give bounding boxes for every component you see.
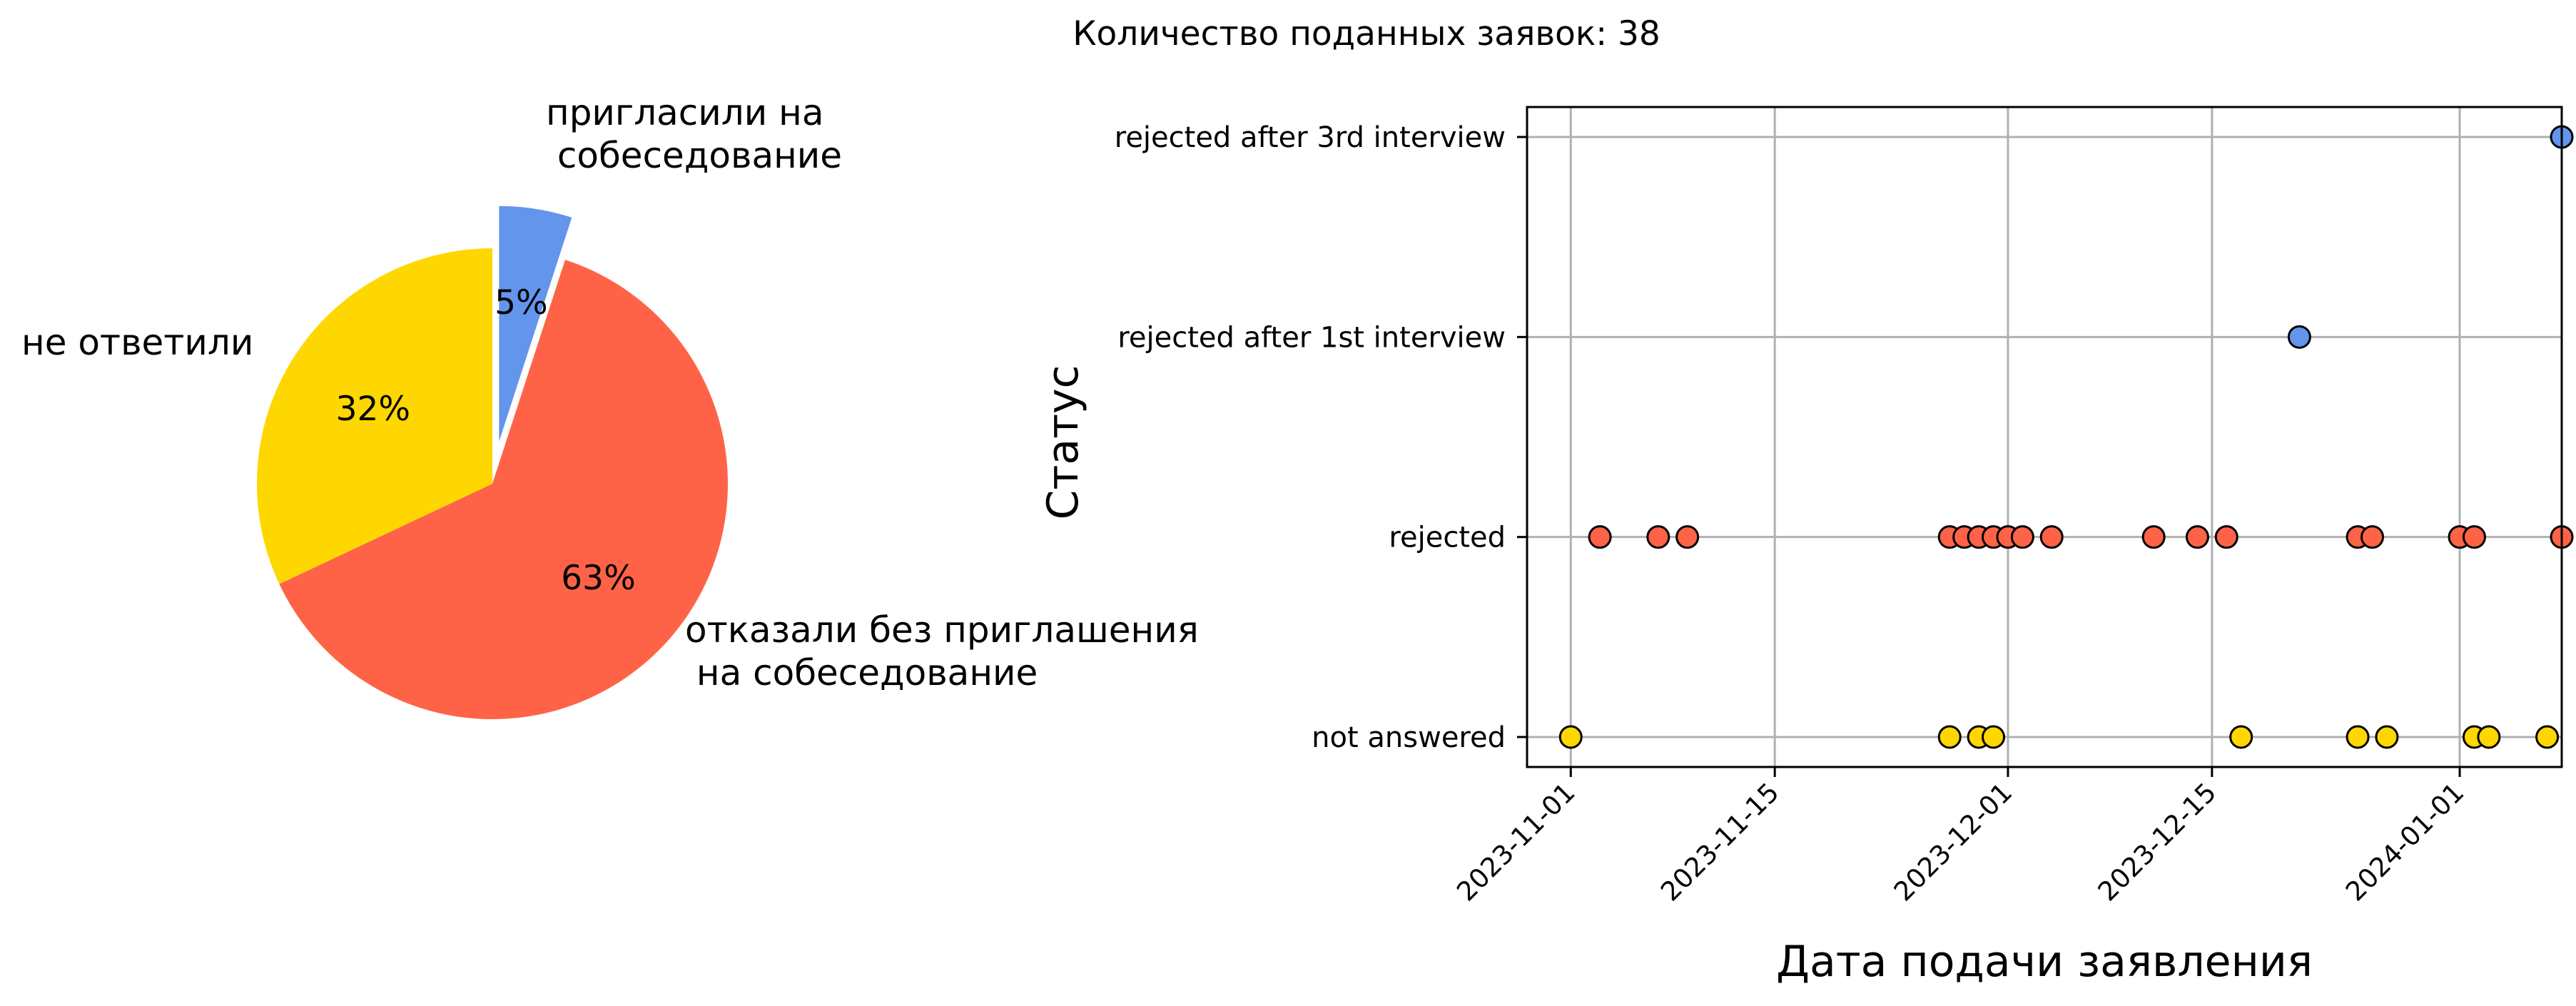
scatter-point — [2462, 525, 2486, 549]
pie-category-label: пригласили на собеседование — [546, 92, 842, 176]
pie-slice — [279, 260, 729, 719]
pie-chart: 5% пригласили на собеседование 63% отказали… — [21, 92, 1199, 719]
scatter-point — [2229, 725, 2253, 749]
plot-frame — [1526, 106, 2563, 768]
scatter-point — [2375, 725, 2399, 749]
scatter-point — [1982, 725, 2006, 749]
pie-percent-label: 63% — [561, 559, 635, 598]
pie-slice — [499, 205, 572, 442]
scatter-point — [2010, 525, 2034, 549]
scatter-point — [1646, 525, 1670, 549]
pie-percent-label: 32% — [336, 390, 410, 429]
scatter-point — [1675, 525, 1700, 549]
scatter-point — [2535, 725, 2560, 749]
x-axis-label: Дата подачи заявления — [1776, 937, 2313, 987]
pie-slice — [257, 248, 492, 584]
y-tick-label: not answered — [1312, 721, 1506, 754]
y-tick-labels: not answered rejected rejected after 1st i… — [1115, 121, 1527, 754]
scatter-point — [2477, 725, 2501, 749]
scatter-point — [2141, 525, 2166, 549]
scatter-point — [2185, 525, 2209, 549]
data-points — [1558, 125, 2574, 749]
scatter-point — [2346, 725, 2370, 749]
pie-category-label: отказали без приглашения на собеседовани… — [685, 609, 1199, 693]
pie-category-label: не ответили — [21, 322, 253, 363]
scatter-point — [2214, 525, 2238, 549]
y-tick-label: rejected — [1389, 522, 1506, 554]
y-axis-label: Статус — [1038, 365, 1088, 519]
pie-percent-label: 5% — [495, 283, 548, 322]
figure-title: Количество поданных заявок: 38 — [1073, 14, 1660, 54]
scatter-point — [1588, 525, 1612, 549]
y-tick-label: rejected after 1st interview — [1117, 321, 1506, 354]
scatter-point — [2039, 525, 2064, 549]
scatter-point — [2287, 325, 2311, 349]
y-tick-label: rejected after 3rd interview — [1115, 121, 1506, 154]
scatter-point — [2361, 525, 2385, 549]
scatter-point — [1937, 725, 1962, 749]
scatter-point — [1558, 725, 1583, 749]
